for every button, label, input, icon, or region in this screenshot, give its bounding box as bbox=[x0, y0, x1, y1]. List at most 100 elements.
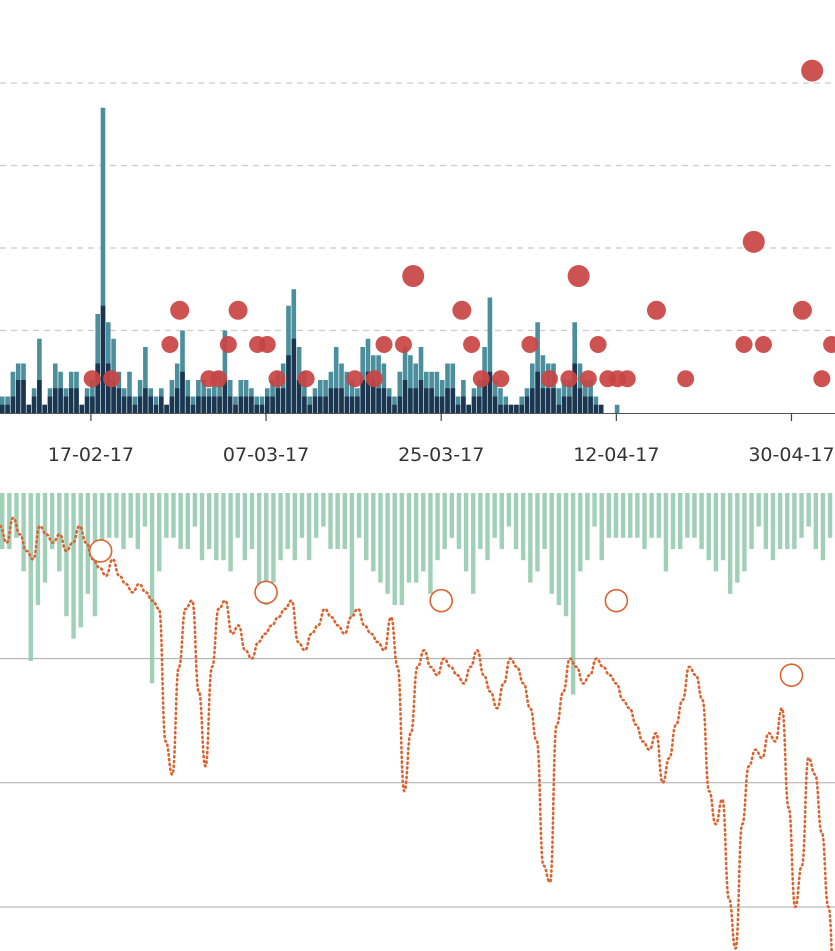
bar-s0-19 bbox=[100, 107, 106, 413]
bottom-bar-89 bbox=[635, 493, 640, 538]
scatter-point-14 bbox=[375, 336, 393, 354]
bottom-bar-57 bbox=[406, 493, 412, 583]
bottom-bar-11 bbox=[78, 493, 83, 628]
scatter-point-29 bbox=[618, 370, 636, 388]
bar-s1-34 bbox=[180, 371, 185, 413]
bottom-bar-112 bbox=[799, 493, 804, 538]
bar-s1-71 bbox=[376, 388, 381, 413]
bar-s1-36 bbox=[190, 404, 196, 413]
scatter-point-16 bbox=[402, 265, 425, 288]
bar-s1-94 bbox=[498, 404, 503, 413]
bar-s1-18 bbox=[95, 363, 100, 413]
bar-s1-76 bbox=[402, 380, 408, 413]
bottom-bar-39 bbox=[278, 493, 283, 561]
bottom-bar-23 bbox=[164, 493, 169, 538]
bar-s1-44 bbox=[233, 404, 238, 413]
bar-s1-70 bbox=[371, 380, 376, 413]
bottom-bar-93 bbox=[663, 493, 669, 572]
bottom-bar-45 bbox=[321, 493, 326, 527]
scatter-point-26 bbox=[589, 336, 607, 354]
bar-s1-15 bbox=[79, 404, 85, 413]
top-scatter-series bbox=[83, 59, 835, 388]
bottom-bar-60 bbox=[428, 493, 433, 594]
bar-s1-25 bbox=[132, 404, 138, 413]
bar-s1-50 bbox=[265, 396, 270, 413]
bar-s0-101 bbox=[535, 322, 540, 413]
bottom-bar-8 bbox=[57, 493, 62, 572]
bottom-bar-105 bbox=[749, 493, 754, 549]
bar-s0-65 bbox=[344, 371, 350, 413]
bottom-bar-95 bbox=[677, 493, 683, 549]
scatter-point-18 bbox=[463, 336, 481, 354]
bottom-bar-65 bbox=[463, 493, 469, 572]
bar-s1-12 bbox=[63, 396, 69, 413]
bar-s1-63 bbox=[333, 388, 339, 413]
bar-s0-105 bbox=[556, 388, 562, 413]
bar-s1-2 bbox=[10, 396, 16, 413]
bar-s1-87 bbox=[461, 396, 466, 413]
bar-s1-17 bbox=[90, 396, 95, 413]
bar-s1-96 bbox=[508, 404, 514, 413]
bottom-bar-104 bbox=[742, 493, 747, 572]
bar-s1-40 bbox=[212, 396, 217, 413]
bar-s1-31 bbox=[164, 404, 169, 413]
bar-s1-32 bbox=[169, 396, 175, 413]
bottom-bar-92 bbox=[656, 493, 662, 538]
scatter-point-23 bbox=[560, 370, 578, 388]
bottom-bar-34 bbox=[242, 493, 248, 561]
bar-s0-92 bbox=[487, 297, 493, 413]
bar-s1-53 bbox=[280, 388, 286, 413]
bar-s1-69 bbox=[365, 371, 371, 413]
bar-s0-75 bbox=[397, 371, 403, 413]
bar-s1-111 bbox=[588, 396, 593, 413]
bottom-bar-0 bbox=[0, 493, 5, 549]
bottom-bar-83 bbox=[592, 493, 597, 527]
bottom-bar-22 bbox=[157, 493, 162, 572]
bar-s1-65 bbox=[344, 396, 350, 413]
bottom-bar-47 bbox=[335, 493, 340, 549]
bar-s1-10 bbox=[53, 388, 58, 413]
bar-s0-77 bbox=[408, 355, 413, 413]
bar-s1-52 bbox=[275, 388, 281, 413]
scatter-point-34 bbox=[754, 336, 772, 354]
bar-s1-88 bbox=[466, 404, 471, 413]
bottom-bar-10 bbox=[71, 493, 76, 639]
bottom-bar-42 bbox=[299, 493, 305, 538]
bottom-bar-53 bbox=[378, 493, 383, 583]
bottom-bar-19 bbox=[135, 493, 141, 549]
bar-s1-16 bbox=[84, 396, 90, 413]
bar-s1-47 bbox=[249, 396, 254, 413]
bottom-bar-91 bbox=[649, 493, 654, 538]
bar-s1-41 bbox=[217, 396, 222, 413]
bar-s0-57 bbox=[302, 371, 307, 413]
bar-s1-101 bbox=[535, 371, 540, 413]
bottom-bar-108 bbox=[770, 493, 776, 561]
scatter-point-10 bbox=[268, 370, 286, 388]
bar-s1-109 bbox=[577, 388, 583, 413]
bottom-bar-59 bbox=[421, 493, 426, 572]
scatter-point-36 bbox=[813, 370, 831, 388]
bottom-bar-6 bbox=[42, 493, 48, 583]
bottom-bar-75 bbox=[535, 493, 540, 572]
bar-s1-8 bbox=[42, 404, 47, 413]
bottom-bar-33 bbox=[235, 493, 240, 538]
bar-s1-62 bbox=[328, 388, 334, 413]
bottom-bar-63 bbox=[449, 493, 455, 538]
bottom-bar-14 bbox=[99, 493, 105, 561]
bottom-bar-115 bbox=[820, 493, 826, 561]
top-gridlines bbox=[0, 82, 835, 332]
bottom-line-series bbox=[0, 516, 833, 951]
bar-s1-110 bbox=[583, 396, 588, 413]
bar-s1-14 bbox=[74, 388, 79, 413]
bottom-bar-90 bbox=[642, 493, 647, 549]
bar-s1-6 bbox=[31, 396, 37, 413]
scatter-point-13 bbox=[365, 370, 383, 388]
bar-s1-113 bbox=[598, 404, 604, 413]
bottom-bar-20 bbox=[142, 493, 148, 527]
bar-s1-56 bbox=[296, 380, 302, 413]
scatter-point-19 bbox=[472, 370, 490, 388]
bar-s1-46 bbox=[243, 396, 249, 413]
bar-s1-74 bbox=[392, 404, 397, 413]
bottom-bar-113 bbox=[806, 493, 811, 527]
